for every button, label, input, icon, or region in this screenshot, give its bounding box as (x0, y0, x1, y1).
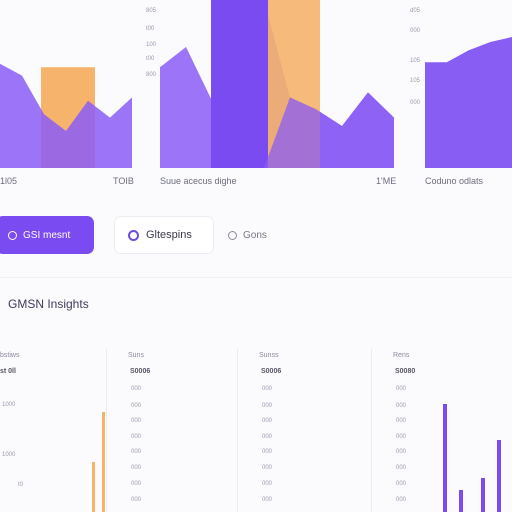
insight-panel-row: 000 (131, 497, 142, 503)
insight-panel-2: Sunss S0006 000 000 000 000 000 000 000 … (259, 348, 369, 512)
secondary-action-button[interactable]: Gltespins (114, 216, 214, 254)
chart-top-left-x-start: 1l05 (0, 176, 18, 186)
insight-panel-row: 000 (131, 449, 142, 455)
insight-panel-row: 000 (262, 449, 273, 455)
insight-panel-row: 000 (262, 403, 273, 409)
insight-panel-row: 000 (131, 465, 142, 471)
chart-top-mid-tick: t00 (146, 26, 155, 32)
insight-panel-1: Suns S0006 000 000 000 000 000 000 000 0… (128, 348, 236, 512)
chart-top-mid-tick: 100 (146, 42, 157, 48)
insight-panel-row: 000 (262, 481, 273, 487)
chart-top-left-plot (0, 63, 132, 168)
insight-panel-row: 000 (262, 465, 273, 471)
insight-panel-row: 000 (131, 403, 142, 409)
insight-panel-row: 000 (131, 434, 142, 440)
chart-top-mid-caption: Suue acecus dighe (160, 176, 237, 186)
insight-panel-row: 000 (396, 449, 407, 455)
insight-bar-purple (481, 478, 485, 512)
panel-separator (371, 348, 372, 512)
chart-top-mid-tick: 800 (146, 72, 157, 78)
insight-bar-purple (443, 404, 447, 512)
chart-top-mid-bar (211, 0, 268, 168)
insight-panel-row: 000 (131, 386, 142, 392)
insight-panel-head: Sunss (259, 352, 279, 359)
section-title: GMSN Insights (8, 297, 89, 311)
insight-panel-row: 000 (396, 434, 407, 440)
insight-panel-row: 000 (262, 386, 273, 392)
insight-panel-row: 000 (131, 418, 142, 424)
chart-top-right-tick: 105 (410, 78, 421, 84)
insight-panel-sub: st 0ll (0, 368, 16, 375)
chart-top-right (425, 0, 512, 170)
chart-top-mid-x-end: 1'ME (376, 176, 397, 186)
chart-top-left (0, 0, 132, 170)
chart-top-right-area (425, 37, 512, 168)
insight-panel-sub: S0006 (130, 368, 151, 375)
chart-top-right-plot (425, 37, 512, 168)
insight-panel-head: Suns (128, 352, 144, 359)
insight-panel-row: 1000 (2, 402, 16, 408)
insight-panel-sub: S0006 (261, 368, 282, 375)
secondary-action-label: Gltespins (146, 229, 192, 241)
radio-circle-icon (128, 229, 139, 241)
chart-top-left-x-end: TOIB (113, 176, 134, 186)
link-action-label: Gons (243, 229, 267, 241)
chart-top-left-area (0, 63, 132, 168)
chart-top-mid (160, 0, 394, 170)
chart-top-right-tick: d05 (410, 8, 421, 14)
insight-bar-orange (102, 412, 105, 512)
panel-separator (237, 348, 238, 512)
insight-bar-purple (497, 440, 501, 512)
chart-top-right-tick: 000 (410, 28, 421, 34)
insight-panel-row: 000 (396, 386, 407, 392)
insight-panel-row: 000 (396, 497, 407, 503)
primary-action-button[interactable]: GSI mesnt (0, 216, 94, 254)
insight-panel-row: 000 (262, 418, 273, 424)
chart-top-mid-plot (160, 0, 394, 168)
primary-action-label: GSI mesnt (23, 229, 71, 241)
chart-top-mid-tick: 805 (146, 8, 157, 14)
insight-panel-row: 000 (396, 481, 407, 487)
insight-panel-0: bstiws st 0ll 1000 1000 t0 (0, 348, 105, 512)
section-divider (0, 277, 512, 278)
insight-panel-row: 1000 (2, 452, 16, 458)
circle-icon (8, 230, 17, 240)
insight-bar-orange (92, 462, 95, 512)
insight-panel-3: Rens S0080 000 000 000 000 000 000 000 0… (393, 348, 512, 512)
insight-panel-row: 000 (396, 403, 407, 409)
insight-bar-purple (459, 490, 463, 512)
circle-outline-icon (228, 230, 237, 240)
insight-panel-row: 000 (262, 497, 273, 503)
insight-panel-row: 000 (396, 418, 407, 424)
chart-top-right-caption: Coduno odlats (425, 176, 484, 186)
chart-top-mid-overlay (160, 92, 394, 168)
chart-top-mid-tick: t00 (146, 56, 155, 62)
chart-top-right-tick: 105 (410, 58, 421, 64)
link-action-button[interactable]: Gons (228, 226, 267, 244)
insight-panel-head: Rens (393, 352, 410, 359)
insight-panel-row: t0 (18, 482, 24, 488)
insight-panel-row: 000 (131, 481, 142, 487)
panel-separator (106, 348, 107, 512)
chart-top-right-tick: 000 (410, 100, 421, 106)
insight-panel-row: 000 (262, 434, 273, 440)
insight-panel-row: 000 (396, 465, 407, 471)
insight-panel-sub: S0080 (395, 368, 416, 375)
insight-panel-head: bstiws (0, 352, 20, 359)
